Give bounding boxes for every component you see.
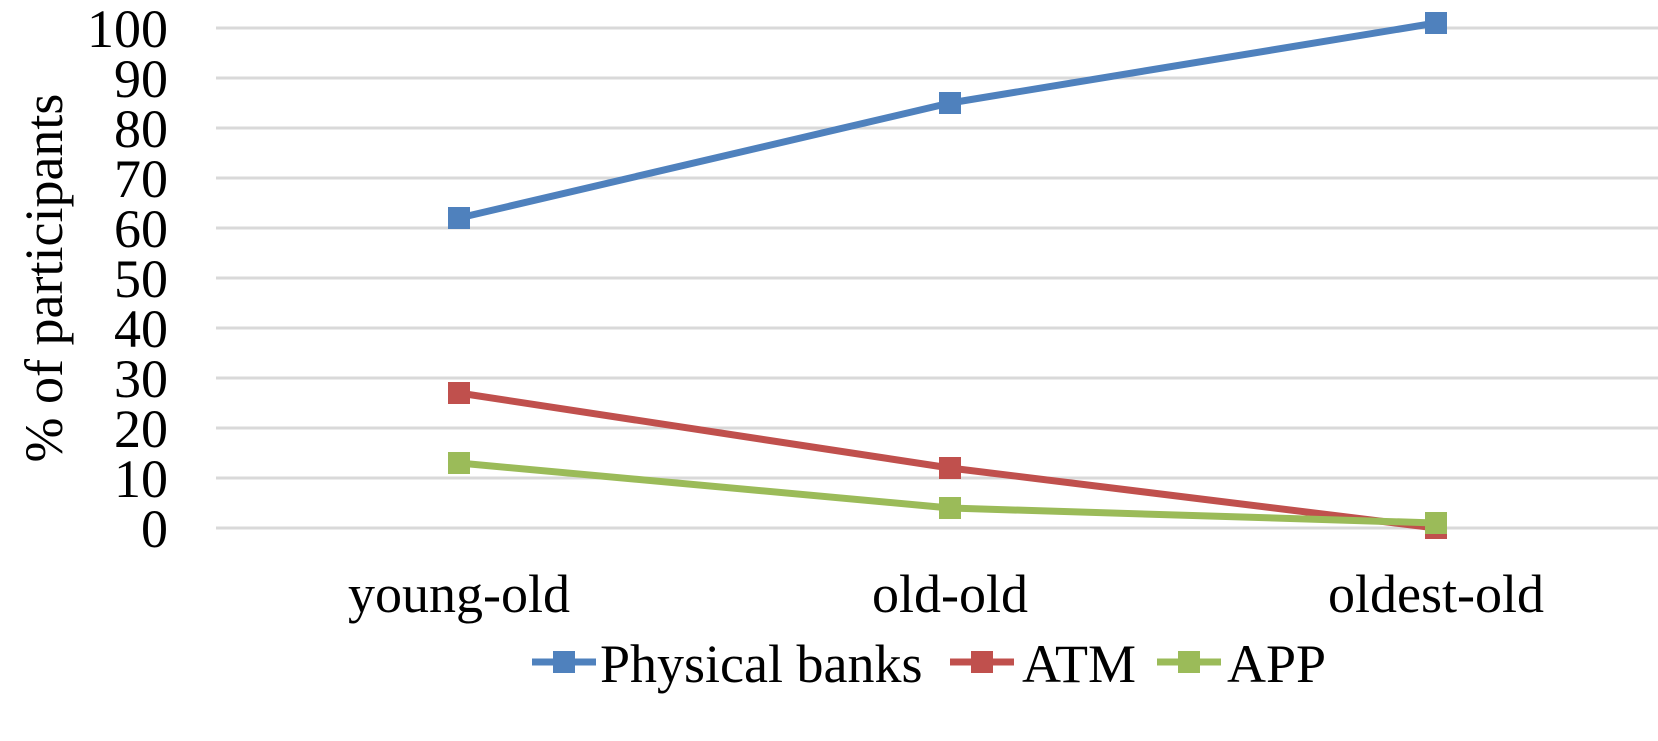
y-tick-label: 50 (114, 249, 168, 309)
y-tick-label: 0 (141, 499, 168, 559)
data-point-marker (939, 457, 961, 479)
x-category-label: old-old (872, 564, 1028, 624)
data-point-marker (448, 207, 470, 229)
data-point-marker (448, 452, 470, 474)
legend-label: ATM (1022, 634, 1136, 694)
data-point-marker (448, 382, 470, 404)
y-tick-label: 40 (114, 299, 168, 359)
legend: Physical banks ATM APP (532, 634, 1326, 694)
legend-swatch-marker (1178, 651, 1200, 673)
x-axis-category-labels: young-old old-old oldest-old (348, 564, 1544, 624)
series-markers (448, 12, 1447, 539)
y-tick-label: 30 (114, 349, 168, 409)
data-point-marker (939, 497, 961, 519)
legend-swatch-marker (971, 651, 993, 673)
legend-item: ATM (950, 634, 1136, 694)
legend-label: APP (1227, 634, 1326, 694)
y-tick-label: 20 (114, 399, 168, 459)
series-line-0 (455, 19, 1440, 222)
y-tick-label: 60 (114, 199, 168, 259)
legend-item: APP (1157, 634, 1326, 694)
y-tick-label: 80 (114, 99, 168, 159)
y-tick-label: 70 (114, 149, 168, 209)
legend-swatch-marker (553, 651, 575, 673)
x-category-label: oldest-old (1328, 564, 1544, 624)
x-category-label: young-old (348, 564, 570, 624)
y-tick-label: 90 (114, 49, 168, 109)
data-point-marker (1425, 12, 1447, 34)
data-point-marker (939, 92, 961, 114)
legend-label: Physical banks (600, 634, 922, 694)
legend-item: Physical banks (532, 634, 922, 694)
y-axis-title: % of participants (14, 94, 74, 463)
y-tick-label: 100 (87, 0, 168, 59)
data-point-marker (1425, 512, 1447, 534)
y-tick-label: 10 (114, 449, 168, 509)
